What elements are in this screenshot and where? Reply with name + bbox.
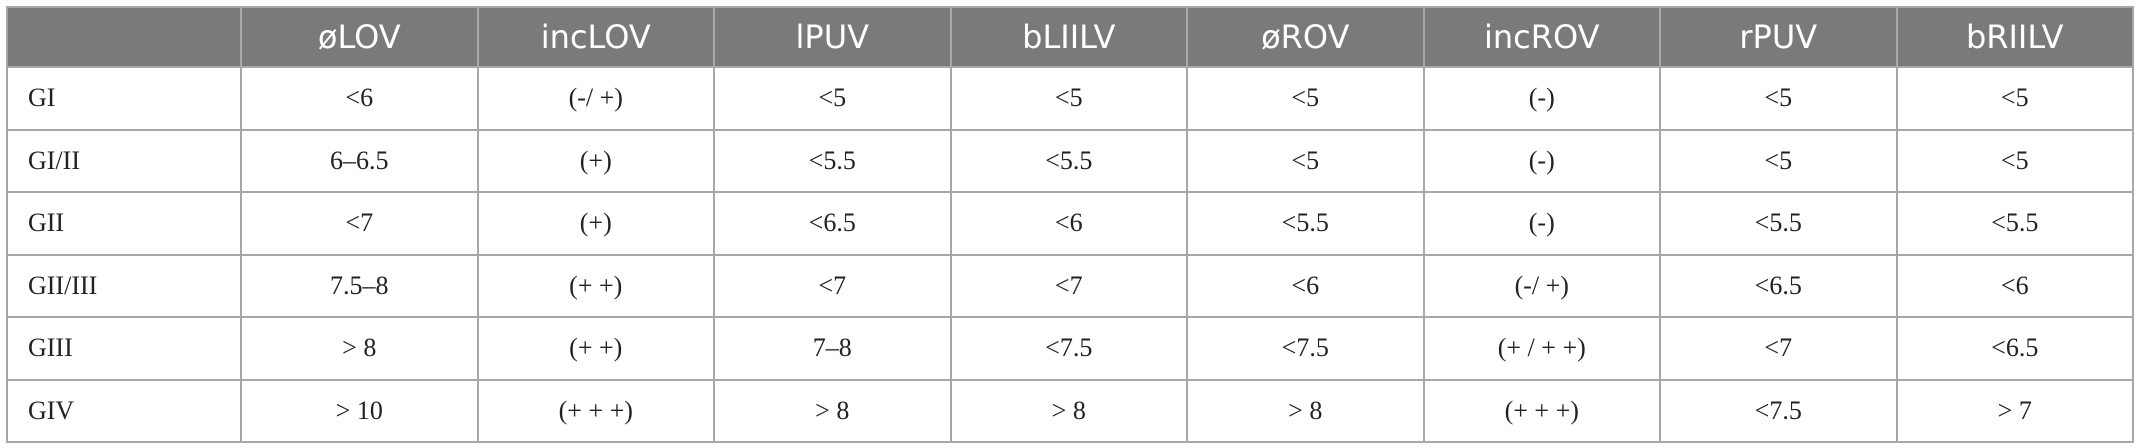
- table-cell: <5.5: [1659, 191, 1898, 256]
- table-cell: <7.5: [949, 316, 1188, 381]
- table-cell: <6.5: [1895, 316, 2134, 381]
- table-cell: <6.5: [1659, 253, 1898, 318]
- table-cell: <5: [1895, 128, 2134, 193]
- table-cell: > 7: [1895, 378, 2134, 443]
- header-cell: incLOV: [476, 6, 715, 68]
- table-cell: <5: [1659, 66, 1898, 131]
- table-cell: 6–6.5: [240, 128, 479, 193]
- row-label-cell: GII: [6, 191, 242, 256]
- table-cell: <5: [1659, 128, 1898, 193]
- table-cell: <7: [713, 253, 952, 318]
- header-cell: øLOV: [240, 6, 479, 68]
- table-cell: 7–8: [713, 316, 952, 381]
- table-cell: > 8: [713, 378, 952, 443]
- header-cell: rPUV: [1659, 6, 1898, 68]
- table-cell: (+ +): [476, 316, 715, 381]
- table-row: GII/III 7.5–8 (+ +) <7 <7 <6 (-/ +) <6.5…: [6, 253, 2134, 318]
- table-cell: > 8: [1186, 378, 1425, 443]
- table-cell: (+ + +): [476, 378, 715, 443]
- data-table-container: øLOV incLOV lPUV bLIILV øROV incROV rPUV…: [6, 6, 2134, 443]
- table-cell: <6.5: [713, 191, 952, 256]
- table-row: GIV > 10 (+ + +) > 8 > 8 > 8 (+ + +) <7.…: [6, 378, 2134, 443]
- table-cell: (+): [476, 191, 715, 256]
- table-cell: <5.5: [949, 128, 1188, 193]
- table-row: GI/II 6–6.5 (+) <5.5 <5.5 <5 (-) <5 <5: [6, 128, 2134, 193]
- table-cell: (-): [1422, 128, 1661, 193]
- table-cell: <7: [1659, 316, 1898, 381]
- table-cell: (-/ +): [476, 66, 715, 131]
- table-cell: <6: [1186, 253, 1425, 318]
- header-cell: lPUV: [713, 6, 952, 68]
- header-cell: øROV: [1186, 6, 1425, 68]
- table-row: GI <6 (-/ +) <5 <5 <5 (-) <5 <5: [6, 66, 2134, 131]
- table-cell: <5: [1186, 66, 1425, 131]
- table-cell: (+ + +): [1422, 378, 1661, 443]
- table-cell: <5: [1186, 128, 1425, 193]
- table-cell: <5.5: [1186, 191, 1425, 256]
- header-cell: bRIILV: [1895, 6, 2134, 68]
- table-cell: <6: [240, 66, 479, 131]
- table-cell: <6: [949, 191, 1188, 256]
- table-cell: (-/ +): [1422, 253, 1661, 318]
- table-cell: (-): [1422, 66, 1661, 131]
- table-cell: <5.5: [1895, 191, 2134, 256]
- table-cell: <5: [713, 66, 952, 131]
- header-row: øLOV incLOV lPUV bLIILV øROV incROV rPUV…: [6, 6, 2134, 68]
- table-cell: <5.5: [713, 128, 952, 193]
- grading-table: øLOV incLOV lPUV bLIILV øROV incROV rPUV…: [6, 6, 2134, 443]
- row-label-cell: GIII: [6, 316, 242, 381]
- table-cell: > 8: [240, 316, 479, 381]
- header-cell: incROV: [1422, 6, 1661, 68]
- table-body: GI <6 (-/ +) <5 <5 <5 (-) <5 <5 GI/II 6–…: [6, 66, 2134, 443]
- table-row: GIII > 8 (+ +) 7–8 <7.5 <7.5 (+ / + +) <…: [6, 316, 2134, 381]
- table-header: øLOV incLOV lPUV bLIILV øROV incROV rPUV…: [6, 6, 2134, 68]
- table-cell: <7.5: [1659, 378, 1898, 443]
- table-cell: <7: [240, 191, 479, 256]
- row-label-cell: GII/III: [6, 253, 242, 318]
- table-cell: > 10: [240, 378, 479, 443]
- table-cell: (+): [476, 128, 715, 193]
- table-cell: (-): [1422, 191, 1661, 256]
- table-cell: > 8: [949, 378, 1188, 443]
- row-label-cell: GI: [6, 66, 242, 131]
- table-cell: (+ / + +): [1422, 316, 1661, 381]
- table-row: GII <7 (+) <6.5 <6 <5.5 (-) <5.5 <5.5: [6, 191, 2134, 256]
- header-cell-grade: [6, 6, 242, 68]
- table-cell: 7.5–8: [240, 253, 479, 318]
- table-cell: <7: [949, 253, 1188, 318]
- table-cell: <6: [1895, 253, 2134, 318]
- table-cell: <5: [1895, 66, 2134, 131]
- table-cell: <5: [949, 66, 1188, 131]
- table-cell: <7.5: [1186, 316, 1425, 381]
- header-cell: bLIILV: [949, 6, 1188, 68]
- row-label-cell: GIV: [6, 378, 242, 443]
- row-label-cell: GI/II: [6, 128, 242, 193]
- table-cell: (+ +): [476, 253, 715, 318]
